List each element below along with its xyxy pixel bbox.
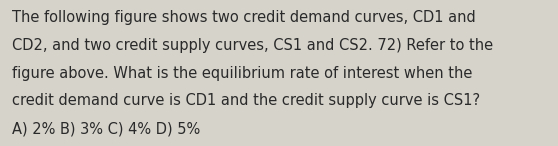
Text: CD2, and two credit supply curves, CS1 and CS2. 72) Refer to the: CD2, and two credit supply curves, CS1 a…: [12, 38, 493, 53]
Text: The following figure shows two credit demand curves, CD1 and: The following figure shows two credit de…: [12, 10, 476, 25]
Text: figure above. What is the equilibrium rate of interest when the: figure above. What is the equilibrium ra…: [12, 66, 473, 81]
Text: A) 2% B) 3% C) 4% D) 5%: A) 2% B) 3% C) 4% D) 5%: [12, 121, 200, 136]
Text: credit demand curve is CD1 and the credit supply curve is CS1?: credit demand curve is CD1 and the credi…: [12, 93, 480, 108]
